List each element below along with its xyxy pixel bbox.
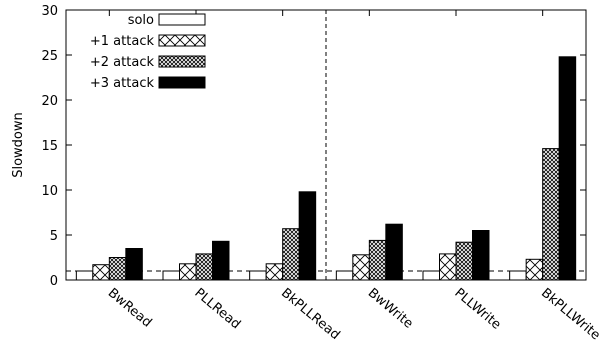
legend-swatch xyxy=(159,56,205,67)
bar-bwwrite-series-1 xyxy=(353,255,370,280)
bar-pllread-series-0 xyxy=(163,271,180,280)
legend-label: +2 attack xyxy=(90,55,155,70)
legend-label: solo xyxy=(128,13,154,28)
bar-bkpllwrite-series-0 xyxy=(510,271,526,280)
y-tick-label: 15 xyxy=(41,139,58,154)
bar-pllread-series-2 xyxy=(196,254,213,280)
legend-swatch xyxy=(159,35,205,46)
y-tick-label: 25 xyxy=(41,49,58,64)
bar-pllwrite-series-0 xyxy=(423,271,440,280)
bar-pllread-series-3 xyxy=(213,241,230,280)
bar-bwwrite-series-0 xyxy=(336,271,353,280)
y-tick-label: 0 xyxy=(50,274,58,289)
x-category-label: PLLWrite xyxy=(451,286,503,333)
bar-bkpllread-series-1 xyxy=(266,264,283,280)
bar-bwread-series-0 xyxy=(76,271,93,280)
bar-bwwrite-series-3 xyxy=(386,224,403,280)
bar-bkpllwrite-series-1 xyxy=(526,259,543,280)
bar-pllwrite-series-1 xyxy=(440,254,457,280)
bar-bkpllread-series-2 xyxy=(283,229,300,280)
y-tick-label: 30 xyxy=(41,4,58,19)
legend: solo +1 attack +2 attack +3 attack xyxy=(90,13,205,91)
bar-bwread-series-2 xyxy=(109,258,126,281)
bar-pllwrite-series-3 xyxy=(473,231,490,281)
y-tick-label: 20 xyxy=(41,94,58,109)
x-category-label: BkPLLRead xyxy=(278,286,342,343)
legend-label: +3 attack xyxy=(90,76,155,91)
y-tick-label: 5 xyxy=(50,229,58,244)
x-category-label: BkPLLWrite xyxy=(538,286,602,344)
bar-bwread-series-1 xyxy=(93,265,110,280)
bar-bkpllread-series-0 xyxy=(250,271,267,280)
legend-label: +1 attack xyxy=(90,34,155,49)
bar-bwread-series-3 xyxy=(126,249,143,281)
bar-pllwrite-series-2 xyxy=(456,242,473,280)
legend-swatch xyxy=(159,77,205,88)
bar-bkpllwrite-series-2 xyxy=(543,149,560,280)
bar-bwwrite-series-2 xyxy=(369,240,386,280)
bar-bkpllread-series-3 xyxy=(299,192,316,280)
x-category-label: BwRead xyxy=(105,286,155,331)
legend-swatch xyxy=(159,14,205,25)
y-tick-label: 10 xyxy=(41,184,58,199)
y-axis-title: Slowdown xyxy=(11,112,26,178)
x-category-label: BwWrite xyxy=(365,286,416,332)
bar-pllread-series-1 xyxy=(180,264,197,280)
bar-bkpllwrite-series-3 xyxy=(559,57,576,280)
x-category-label: PLLRead xyxy=(191,286,243,333)
